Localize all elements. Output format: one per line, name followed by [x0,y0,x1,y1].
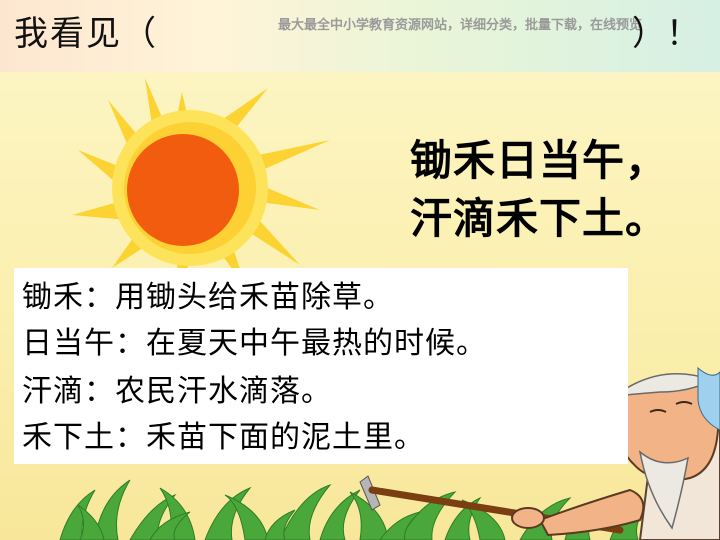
header-title: 我看见（ [14,14,158,54]
header-bar: 我看见（ 最大最全中小学教育资源网站，详细分类，批量下载，在线预览 ）！ [0,0,720,72]
definition-line-2: 日当午：在夏天中午最热的时候。 [22,326,487,361]
definition-line-1: 锄禾：用锄头给禾苗除草。 [22,280,394,315]
poem-block: 锄禾日当午， 汗滴禾下土。 [410,132,668,248]
watermark-text: 最大最全中小学教育资源网站，详细分类，批量下载，在线预览 [278,18,643,33]
sun-icon [72,78,330,290]
grass-illustration [59,479,652,540]
definition-line-3: 汗滴：农民汗水滴落。 [22,374,332,409]
header-closing-paren: ）！ [632,14,700,54]
farmer-illustration [511,366,720,540]
poem-line-1: 锄禾日当午， [410,136,669,185]
definition-line-4: 禾下土：禾苗下面的泥土里。 [22,420,425,455]
poem-line-2: 汗滴禾下土。 [410,194,669,243]
definitions-box: 锄禾：用锄头给禾苗除草。 日当午：在夏天中午最热的时候。 汗滴：农民汗水滴落。 … [14,268,628,464]
